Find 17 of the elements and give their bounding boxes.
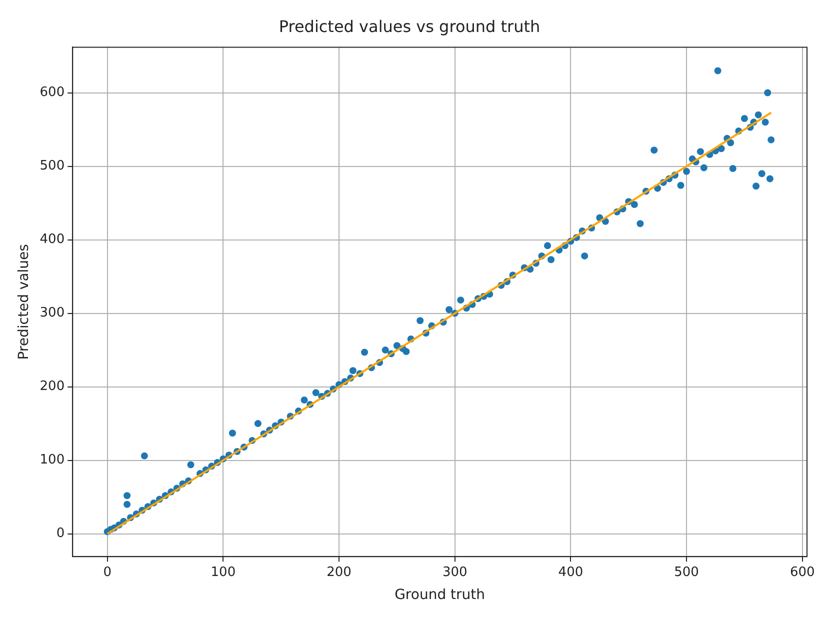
x-tick-label: 500 xyxy=(674,564,699,580)
x-tick-label: 400 xyxy=(558,564,584,580)
y-tick-label: 500 xyxy=(40,158,65,174)
y-axis-title: Predicted values xyxy=(16,244,32,360)
y-tick-label: 100 xyxy=(40,452,65,468)
y-tick-label: 600 xyxy=(40,85,65,100)
x-tick-label: 200 xyxy=(326,564,352,580)
y-tick-label: 300 xyxy=(40,306,65,321)
y-tick-label: 400 xyxy=(40,232,65,248)
x-tick-label: 0 xyxy=(103,564,112,580)
x-axis-title: Ground truth xyxy=(394,587,486,604)
x-tick-label: 600 xyxy=(790,564,815,580)
chart-title: Predicted values vs ground truth xyxy=(278,16,540,36)
x-tick-label: 100 xyxy=(210,564,236,580)
x-tick-label: 300 xyxy=(442,564,468,580)
y-tick-label: 0 xyxy=(56,526,65,542)
y-tick-label: 200 xyxy=(40,379,65,394)
